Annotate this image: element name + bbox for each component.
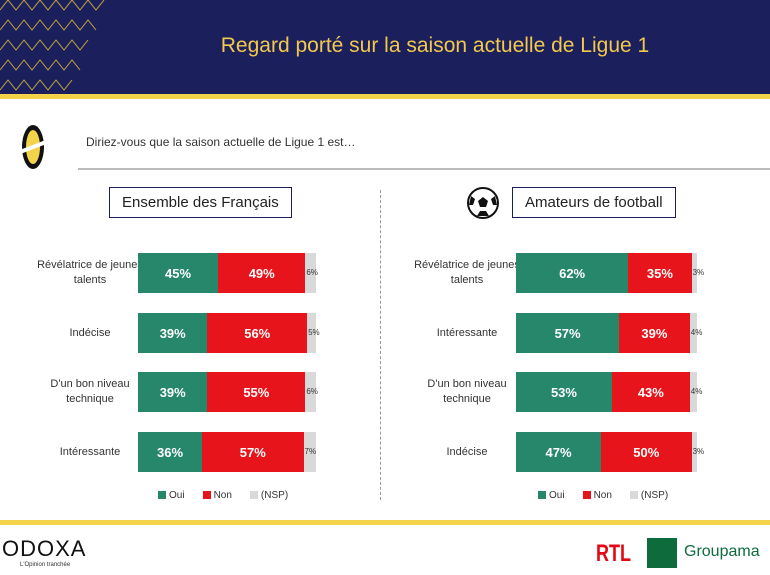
left-legend: Oui Non (NSP): [158, 490, 288, 501]
bar-segment-oui: 39%: [138, 372, 208, 412]
question-text: Diriez-vous que la saison actuelle de Li…: [86, 135, 356, 149]
left-chart-title: Ensemble des Français: [109, 187, 292, 218]
right-legend: Oui Non (NSP): [538, 490, 668, 501]
charts-divider: [380, 190, 381, 500]
category-label: Intéressante: [436, 327, 498, 339]
bar-segment-non: 55%: [207, 372, 306, 412]
nsp-label: 6%: [306, 268, 318, 277]
header-banner: Regard porté sur la saison actuelle de L…: [0, 0, 770, 94]
bar-segment-oui: 39%: [138, 313, 208, 353]
legend-oui: Oui: [158, 490, 185, 501]
header-divider: [0, 94, 770, 99]
page-title: Regard porté sur la saison actuelle de L…: [220, 34, 650, 57]
legend-nsp: (NSP): [249, 490, 288, 501]
bar-segment-non: 56%: [207, 313, 308, 353]
odoxa-logo: ODOXA L'Opinion tranchée: [2, 536, 87, 568]
bar-segment-oui: 57%: [516, 313, 620, 353]
bar-segment-nsp: [689, 313, 697, 353]
right-chart-title: Amateurs de football: [512, 187, 676, 218]
legend-oui: Oui: [538, 490, 565, 501]
groupama-logo: Groupama: [684, 543, 760, 560]
bar-segment-non: 39%: [619, 313, 690, 353]
bar-segment-nsp: [305, 253, 316, 293]
odoxa-badge-icon: [20, 125, 46, 169]
bar-segment-nsp: [307, 313, 316, 353]
nsp-label: 4%: [690, 387, 703, 396]
bar-segment-nsp: [691, 432, 697, 472]
bar-segment-non: 35%: [628, 253, 692, 293]
bar-segment-non: 50%: [601, 432, 692, 472]
bar-segment-non: 49%: [218, 253, 306, 293]
category-label: Révélatrice de jeunes talents: [37, 259, 143, 286]
bar-segment-oui: 53%: [516, 372, 612, 412]
bar-segment-non: 57%: [202, 432, 304, 472]
legend-nsp: (NSP): [629, 490, 668, 501]
nsp-label: 6%: [306, 387, 318, 396]
nsp-label: 5%: [308, 328, 320, 337]
bar-segment-non: 43%: [611, 372, 690, 412]
bar-segment-nsp: [305, 372, 316, 412]
bar-segment-oui: 62%: [516, 253, 629, 293]
category-label: Révélatrice de jeunes talents: [414, 259, 520, 286]
legend-non: Non: [202, 490, 232, 501]
nsp-label: 4%: [690, 328, 703, 337]
category-label: D'un bon niveau technique: [50, 378, 130, 405]
bar-segment-oui: 47%: [516, 432, 602, 472]
bar-segment-oui: 45%: [138, 253, 219, 293]
bar-segment-nsp: [689, 372, 697, 412]
rtl-logo: RTL: [596, 540, 631, 567]
nsp-label: 7%: [304, 447, 317, 456]
legend-non: Non: [582, 490, 612, 501]
bar-segment-oui: 36%: [138, 432, 203, 472]
category-label: Indécise: [446, 446, 488, 458]
nsp-label: 3%: [692, 447, 705, 456]
footer-divider: [0, 520, 770, 525]
question-underline: [78, 168, 770, 170]
category-label: Intéressante: [59, 446, 121, 458]
football-icon: [467, 187, 499, 219]
bar-segment-nsp: [691, 253, 697, 293]
bar-segment-nsp: [303, 432, 316, 472]
groupama-logo-icon: [647, 538, 677, 568]
category-label: Indécise: [69, 327, 111, 339]
nsp-label: 3%: [692, 268, 705, 277]
category-label: D'un bon niveau technique: [427, 378, 507, 405]
chevron-pattern: [0, 0, 105, 91]
